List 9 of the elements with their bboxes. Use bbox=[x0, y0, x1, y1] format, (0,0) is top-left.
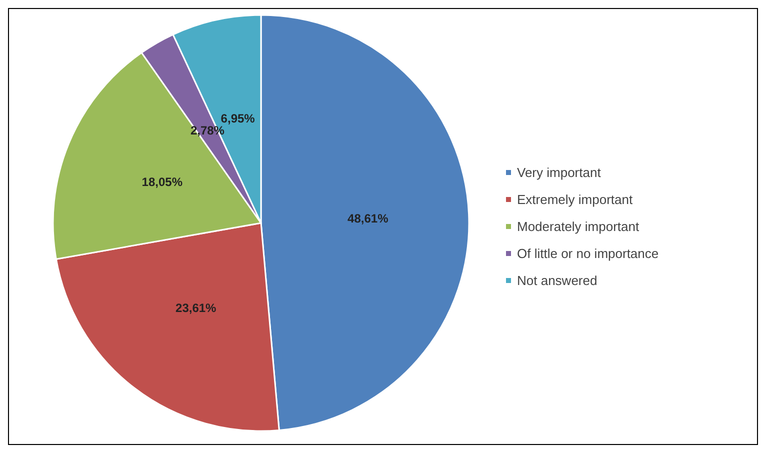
data-label: 6,95% bbox=[220, 112, 256, 126]
legend-label: Very important bbox=[517, 165, 602, 180]
data-label: 18,05% bbox=[142, 175, 183, 190]
data-label: 48,61% bbox=[348, 211, 389, 226]
data-label: 23,61% bbox=[176, 300, 217, 315]
legend-label: Of little or no importance bbox=[517, 246, 659, 261]
legend-label: Extremely important bbox=[517, 192, 633, 207]
legend-label: Not answered bbox=[517, 273, 598, 288]
legend-label: Moderately important bbox=[517, 219, 640, 234]
